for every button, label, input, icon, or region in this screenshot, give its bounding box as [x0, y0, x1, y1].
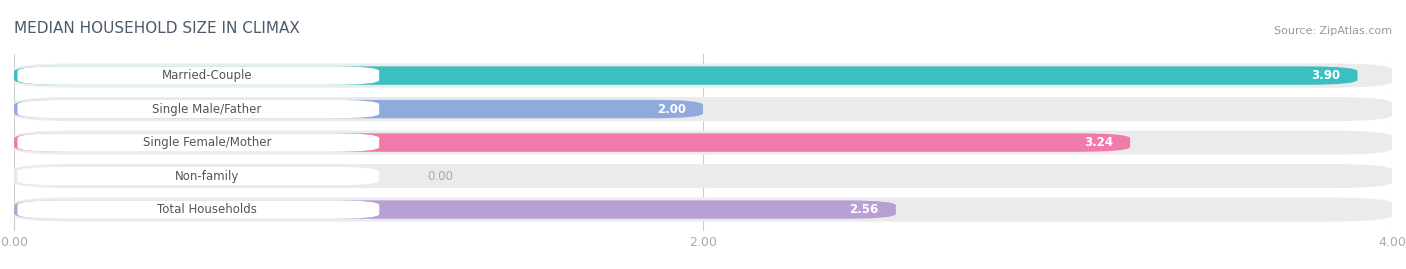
FancyBboxPatch shape	[17, 167, 380, 185]
Text: Non-family: Non-family	[174, 169, 239, 183]
Text: 2.00: 2.00	[657, 102, 686, 116]
FancyBboxPatch shape	[14, 200, 896, 219]
FancyBboxPatch shape	[14, 164, 1392, 188]
Text: Single Female/Mother: Single Female/Mother	[143, 136, 271, 149]
Text: Married-Couple: Married-Couple	[162, 69, 252, 82]
FancyBboxPatch shape	[14, 100, 703, 118]
FancyBboxPatch shape	[14, 130, 1392, 155]
Text: Source: ZipAtlas.com: Source: ZipAtlas.com	[1274, 26, 1392, 36]
Text: Single Male/Father: Single Male/Father	[152, 102, 262, 116]
FancyBboxPatch shape	[17, 66, 380, 85]
Text: Total Households: Total Households	[157, 203, 257, 216]
FancyBboxPatch shape	[14, 97, 1392, 121]
FancyBboxPatch shape	[14, 197, 1392, 222]
FancyBboxPatch shape	[14, 66, 1358, 85]
FancyBboxPatch shape	[14, 133, 1130, 152]
Text: 0.00: 0.00	[427, 169, 453, 183]
Text: 3.90: 3.90	[1312, 69, 1340, 82]
FancyBboxPatch shape	[17, 200, 380, 219]
Text: MEDIAN HOUSEHOLD SIZE IN CLIMAX: MEDIAN HOUSEHOLD SIZE IN CLIMAX	[14, 21, 299, 36]
FancyBboxPatch shape	[14, 63, 1392, 88]
FancyBboxPatch shape	[17, 133, 380, 152]
Text: 3.24: 3.24	[1084, 136, 1114, 149]
Text: 2.56: 2.56	[849, 203, 879, 216]
FancyBboxPatch shape	[17, 100, 380, 118]
